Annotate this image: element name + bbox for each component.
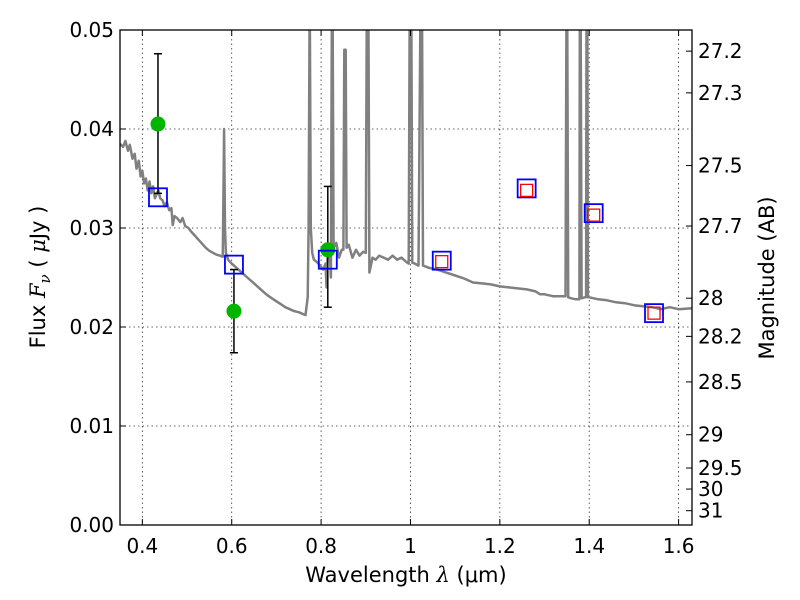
x-tick-label: 1 [404, 534, 417, 558]
x-tick-label: 1.6 [663, 534, 695, 558]
blue-square-marker [317, 249, 338, 270]
blue-square-marker [516, 178, 537, 199]
right-tick-label: 29 [698, 423, 723, 447]
right-tick-label: 31 [698, 499, 723, 523]
x-tick-label: 0.8 [305, 534, 337, 558]
right-tick-label: 28.2 [698, 324, 743, 348]
red-square-marker [587, 208, 601, 222]
right-tick-label: 27.2 [698, 39, 743, 63]
red-square-marker [647, 306, 661, 320]
x-axis-title: Wavelength λ (μm) [305, 563, 506, 587]
y-tick-label: 0.00 [69, 513, 114, 537]
points-layer [148, 53, 664, 354]
y-tick-label: 0.01 [69, 414, 114, 438]
spectrum-line [120, 30, 692, 317]
blue-square-marker [224, 254, 244, 275]
x-tick-label: 0.4 [126, 534, 158, 558]
y-tick-label: 0.05 [69, 18, 114, 42]
spectrum-layer [120, 30, 692, 317]
y-tick-label: 0.03 [69, 216, 114, 240]
observed-point [150, 116, 166, 132]
ticks: 0.4 0.6 0.8 1 1.2 1.4 1.6 0.00 0.01 0.02 0.03 0.04 0… [69, 18, 742, 558]
plot-frame [119, 29, 693, 526]
red-square-marker [520, 183, 534, 198]
blue-square-marker [148, 187, 168, 208]
right-tick-label: 27.7 [698, 214, 743, 238]
right-tick-label: 29.5 [698, 456, 743, 480]
observed-point [226, 303, 242, 319]
x-tick-label: 1.4 [573, 534, 605, 558]
blue-square-marker [644, 303, 664, 324]
y-axis-title: Flux Fν ( μJy ) [26, 206, 54, 349]
y-tick-label: 0.04 [69, 117, 114, 141]
right-tick-label: 27.3 [698, 81, 743, 105]
x-tick-label: 0.6 [216, 534, 248, 558]
right-tick-label: 28 [698, 286, 723, 310]
right-tick-label: 30 [698, 477, 723, 501]
right-axis-title: Magnitude (AB) [755, 196, 779, 359]
blue-square-marker [583, 203, 604, 224]
x-tick-label: 1.2 [484, 534, 516, 558]
right-tick-label: 27.5 [698, 154, 743, 178]
y-tick-label: 0.02 [69, 315, 114, 339]
red-square-marker [435, 255, 449, 269]
blue-square-marker [431, 250, 452, 271]
right-tick-label: 28.5 [698, 370, 743, 394]
